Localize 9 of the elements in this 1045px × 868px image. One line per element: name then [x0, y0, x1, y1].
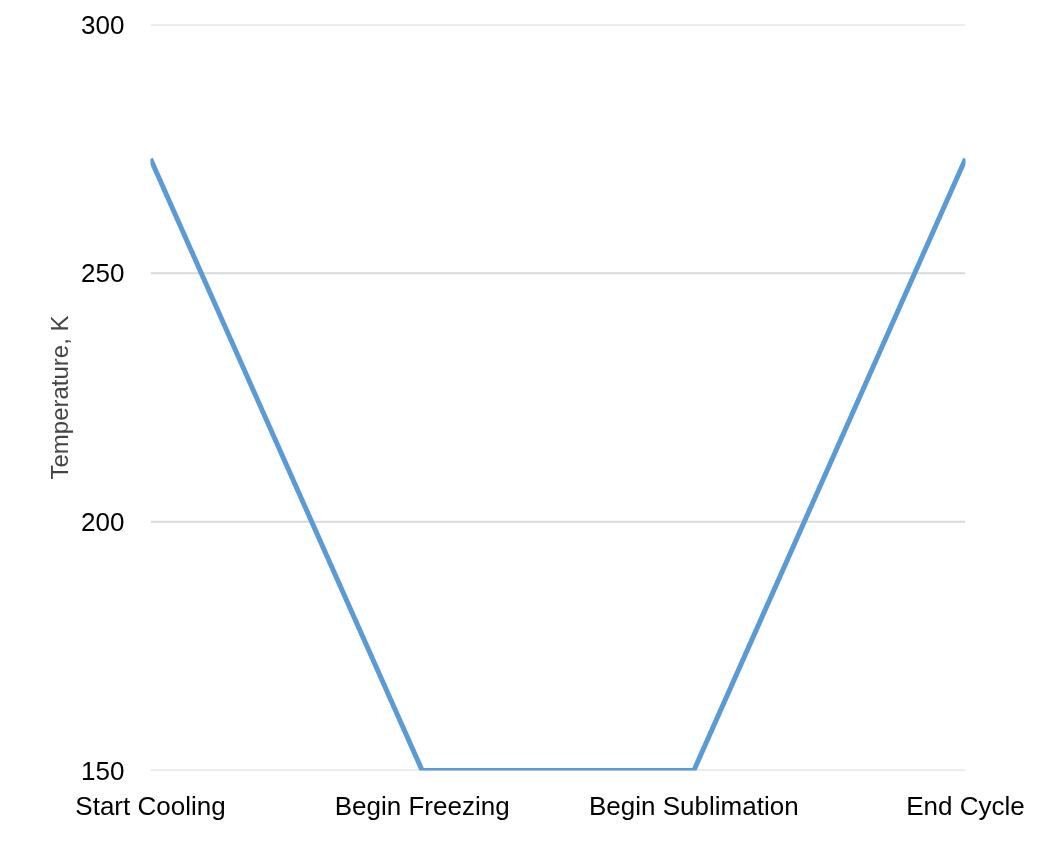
x-tick-label: Begin Freezing: [334, 790, 510, 821]
x-tick-label: Start Cooling: [75, 790, 226, 821]
y-tick-label: 300: [81, 9, 125, 40]
y-axis-title: Temperature, K: [46, 315, 74, 480]
x-tick-label: End Cycle: [906, 790, 1025, 821]
y-tick-label: 150: [81, 755, 125, 786]
y-tick-label: 250: [81, 258, 125, 289]
x-tick-label: Begin Sublimation: [589, 790, 799, 821]
y-tick-label: 200: [81, 506, 125, 537]
